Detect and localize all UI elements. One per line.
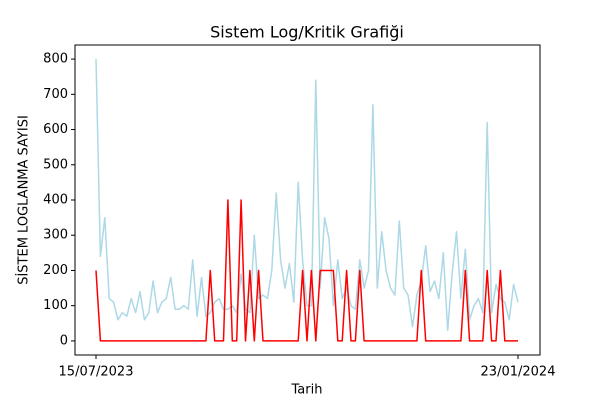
y-tick-label: 400	[43, 193, 68, 208]
y-tick-label: 300	[43, 228, 68, 243]
x-axis-label: Tarih	[291, 383, 323, 398]
y-tick-label: 800	[43, 52, 68, 67]
y-tick-label: 200	[43, 263, 68, 278]
y-tick-label: 0	[60, 333, 68, 348]
x-tick-label: 23/01/2024	[481, 365, 556, 380]
series-line	[95, 199, 518, 342]
plot-frame	[74, 44, 541, 356]
y-tick-label: 500	[43, 157, 68, 172]
x-tick-label: 15/07/2023	[59, 365, 134, 380]
y-tick-label: 100	[43, 298, 68, 313]
y-axis-label: SİSTEM LOGLANMA SAYISI	[16, 115, 32, 285]
y-tick-label: 700	[43, 87, 68, 102]
chart-title: Sistem Log/Kritik Grafiği	[210, 23, 404, 42]
series-line	[95, 59, 519, 332]
y-tick-label: 600	[43, 122, 68, 137]
